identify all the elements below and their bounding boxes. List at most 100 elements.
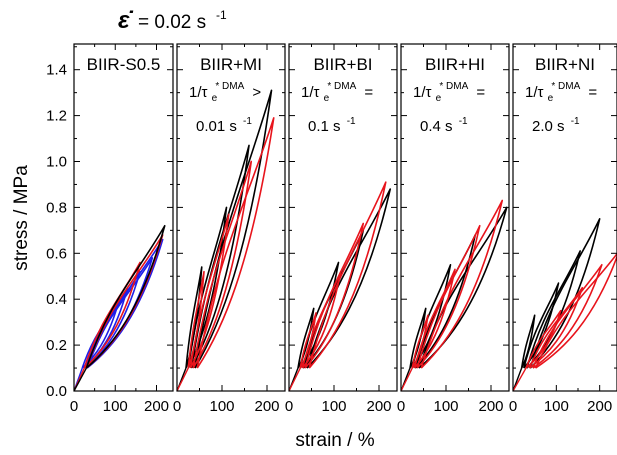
panel-title: BIIR+NI — [535, 55, 595, 74]
strain-rate-symbol: ε̇ — [118, 7, 133, 34]
plot-area — [177, 89, 275, 391]
red-hysteresis-cycle — [85, 234, 164, 369]
strain-rate-unit-exponent: -1 — [216, 8, 227, 22]
relaxation-subscript: e — [436, 93, 442, 104]
relaxation-value-exponent: -1 — [243, 116, 252, 127]
relaxation-prefix: 1/τ — [189, 84, 208, 101]
red-hysteresis-cycle — [420, 199, 504, 369]
panel-biir-bi: BIIR+BI 1/τ e * DMA = 0.1 s -1 — [288, 43, 398, 392]
relaxation-rate-label: 1/τ e * DMA = — [413, 76, 485, 105]
x-tick-label: 100 — [433, 398, 458, 415]
y-tick-label: 0.2 — [46, 337, 67, 354]
black-hysteresis-cycle — [529, 218, 601, 369]
x-axis-label: strain / % — [295, 430, 374, 451]
red-hysteresis-cycle — [83, 261, 141, 369]
red-loading-ramp — [513, 367, 527, 391]
panel-frame — [176, 43, 286, 392]
red-loading-ramp — [401, 367, 413, 391]
relaxation-relation: > — [252, 84, 261, 101]
relaxation-rate-value: 2.0 s -1 — [532, 116, 580, 135]
red-loading-ramp — [177, 367, 189, 391]
x-tick-label: 0 — [285, 398, 293, 415]
red-hysteresis-cycle — [532, 263, 603, 369]
y-tick-labels: 0.0 0.2 0.4 0.6 0.8 1.0 1.2 1.4 — [46, 62, 67, 400]
relaxation-rate-label: 1/τ e * DMA = — [525, 76, 597, 105]
black-loading-ramp — [74, 367, 87, 391]
x-tick-label: 0 — [397, 398, 405, 415]
panel-title: BIIR+MI — [200, 55, 262, 74]
x-tick-label: 0 — [173, 398, 181, 415]
x-tick-label: 0 — [70, 398, 78, 415]
red-hysteresis-cycle — [308, 181, 387, 369]
relaxation-relation: = — [364, 84, 373, 101]
x-tick-label: 100 — [544, 398, 569, 415]
relaxation-superscript: * DMA — [551, 81, 580, 92]
x-tick-label: 200 — [587, 398, 612, 415]
relaxation-value-exponent: -1 — [459, 116, 468, 127]
relaxation-relation: = — [588, 84, 597, 101]
panel-frame — [512, 43, 617, 392]
x-tick-labels: 0 100 200 0 100 200 0 100 200 0 100 200 0 100 200 — [70, 398, 612, 415]
relaxation-value: 0.1 s — [308, 118, 341, 135]
y-tick-label: 1.4 — [46, 62, 67, 79]
x-tick-label: 100 — [209, 398, 234, 415]
red-hysteresis-cycle — [304, 222, 365, 369]
relaxation-superscript: * DMA — [439, 81, 468, 92]
relaxation-prefix: 1/τ — [525, 84, 544, 101]
x-tick-label: 100 — [321, 398, 346, 415]
blue-hysteresis-cycle — [86, 238, 164, 369]
panel-biir-mi: BIIR+MI 1/τ e * DMA > 0.01 s -1 — [176, 43, 286, 392]
relaxation-subscript: e — [324, 93, 330, 104]
relaxation-value: 0.01 s — [196, 118, 237, 135]
relaxation-value-exponent: -1 — [571, 116, 580, 127]
y-tick-label: 1.0 — [46, 154, 67, 171]
black-hysteresis-cycle — [85, 224, 166, 369]
strain-rate-header: ε̇ = 0.02 s -1 — [118, 7, 227, 34]
panel-biir-s05: BIIR-S0.5 — [73, 43, 174, 392]
relaxation-rate-label: 1/τ e * DMA = — [301, 76, 373, 105]
y-tick-label: 0.8 — [46, 199, 67, 216]
x-tick-label: 200 — [144, 398, 169, 415]
relaxation-rate-value: 0.1 s -1 — [308, 116, 356, 135]
relaxation-subscript: e — [548, 93, 554, 104]
relaxation-value: 2.0 s — [532, 118, 565, 135]
plot-area — [513, 218, 617, 391]
x-tick-label: 200 — [254, 398, 279, 415]
x-tick-label: 200 — [478, 398, 503, 415]
relaxation-superscript: * DMA — [215, 81, 244, 92]
relaxation-subscript: e — [212, 93, 218, 104]
red-hysteresis-cycle — [196, 117, 275, 369]
strain-rate-value: = 0.02 s — [138, 12, 206, 33]
red-loading-ramp — [289, 367, 301, 391]
x-tick-label: 200 — [366, 398, 391, 415]
relaxation-prefix: 1/τ — [413, 84, 432, 101]
red-hysteresis-cycle — [534, 252, 617, 369]
panel-biir-hi: BIIR+HI 1/τ e * DMA = 0.4 s -1 — [400, 43, 510, 392]
x-tick-label: 100 — [103, 398, 128, 415]
y-axis-label: stress / MPa — [11, 165, 32, 271]
relaxation-superscript: * DMA — [327, 81, 356, 92]
y-tick-label: 1.2 — [46, 108, 67, 125]
plot-area — [401, 199, 508, 391]
y-tick-label: 0.4 — [46, 291, 67, 308]
relaxation-prefix: 1/τ — [301, 84, 320, 101]
panel-frame — [400, 43, 510, 392]
relaxation-rate-value: 0.01 s -1 — [196, 116, 252, 135]
red-hysteresis-cycle — [528, 286, 584, 369]
red-hysteresis-cycle — [416, 224, 481, 369]
panel-title: BIIR-S0.5 — [87, 55, 161, 74]
y-tick-label: 0.0 — [46, 383, 67, 400]
panel-title: BIIR+BI — [313, 55, 372, 74]
y-tick-label: 0.6 — [46, 245, 67, 262]
relaxation-rate-label: 1/τ e * DMA > — [189, 76, 261, 105]
relaxation-rate-value: 0.4 s -1 — [420, 116, 468, 135]
panel-biir-ni: BIIR+NI 1/τ e * DMA = 2.0 s -1 — [512, 43, 617, 392]
red-hysteresis-cycle — [192, 160, 253, 369]
panel-frame — [73, 43, 174, 392]
relaxation-relation: = — [476, 84, 485, 101]
plot-area — [289, 181, 392, 391]
plot-area — [74, 224, 166, 391]
panel-title: BIIR+HI — [425, 55, 485, 74]
relaxation-value-exponent: -1 — [347, 116, 356, 127]
